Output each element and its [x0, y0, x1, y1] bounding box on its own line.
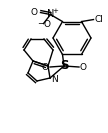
- Text: +: +: [52, 8, 58, 14]
- Text: S: S: [60, 59, 68, 72]
- Text: −: −: [37, 19, 43, 28]
- Text: O: O: [44, 20, 51, 29]
- Text: Cl: Cl: [94, 15, 103, 24]
- Text: O: O: [30, 8, 37, 16]
- Text: O: O: [42, 63, 49, 72]
- Text: N: N: [47, 9, 54, 18]
- Text: O: O: [80, 63, 87, 72]
- Text: N: N: [51, 74, 58, 84]
